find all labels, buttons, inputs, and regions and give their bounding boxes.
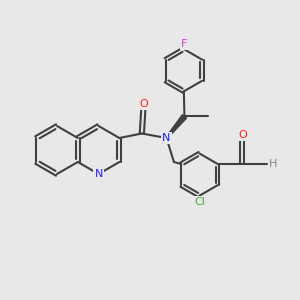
Text: H: H (269, 159, 277, 169)
Text: Cl: Cl (194, 197, 205, 207)
Text: F: F (181, 39, 187, 49)
Text: O: O (238, 130, 247, 140)
Text: N: N (94, 169, 103, 179)
Text: N: N (162, 133, 171, 143)
Polygon shape (166, 115, 187, 139)
Text: O: O (139, 99, 148, 110)
